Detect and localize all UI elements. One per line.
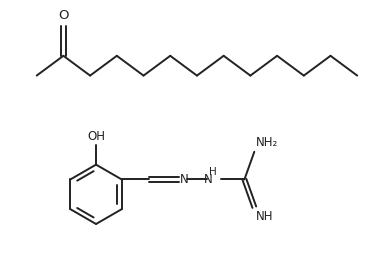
Text: N: N — [180, 173, 189, 186]
Text: NH: NH — [256, 210, 274, 223]
Text: NH₂: NH₂ — [256, 136, 279, 149]
Text: H: H — [209, 168, 217, 177]
Text: O: O — [58, 9, 69, 22]
Text: OH: OH — [87, 130, 105, 143]
Text: N: N — [204, 173, 213, 186]
